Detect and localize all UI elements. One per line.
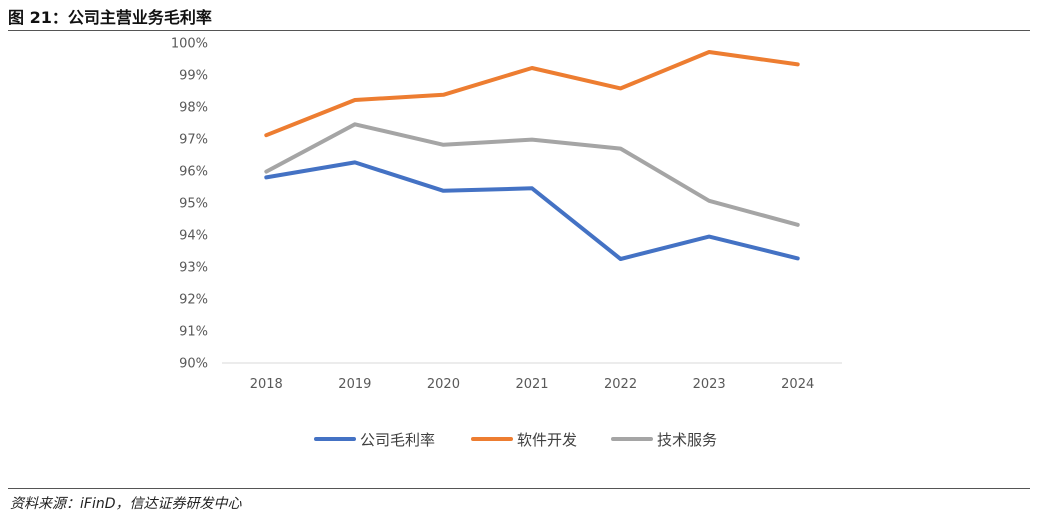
legend: 公司毛利率 软件开发 技术服务 <box>314 431 717 449</box>
series-line-2 <box>264 50 800 138</box>
y-tick-label: 97% <box>179 133 208 148</box>
y-tick-label: 96% <box>179 165 208 180</box>
y-tick-label: 90% <box>179 357 208 372</box>
y-tick-label: 94% <box>179 229 208 244</box>
series-line-3 <box>264 122 800 227</box>
legend-label: 软件开发 <box>517 431 577 449</box>
series-line-1 <box>264 160 800 261</box>
y-tick-label: 91% <box>179 325 208 340</box>
x-tick-label: 2023 <box>693 377 726 392</box>
legend-label: 公司毛利率 <box>360 431 435 449</box>
top-divider <box>8 30 1030 31</box>
x-axis-ticks: 2018 2019 2020 2021 2022 2023 2024 <box>250 377 815 392</box>
y-tick-label: 93% <box>179 261 208 276</box>
y-tick-label: 100% <box>171 37 208 52</box>
x-tick-label: 2024 <box>781 377 814 392</box>
series-lines <box>264 50 800 261</box>
x-tick-label: 2019 <box>338 377 371 392</box>
y-tick-label: 95% <box>179 197 208 212</box>
y-axis-ticks: 90% 91% 92% 93% 94% 95% 96% 97% 98% 99% 100% <box>171 37 208 372</box>
x-tick-label: 2018 <box>250 377 283 392</box>
y-tick-label: 98% <box>179 101 208 116</box>
figure-title: 图 21：公司主营业务毛利率 <box>8 8 212 27</box>
y-tick-label: 92% <box>179 293 208 308</box>
x-tick-label: 2020 <box>427 377 460 392</box>
line-chart: 90%91%92%93%94%95%96%97%98%99%100% 2018 2… <box>171 37 842 449</box>
source-note: 资料来源：iFinD，信达证券研发中心 <box>10 496 242 512</box>
y-tick-label: 99% <box>179 69 208 84</box>
x-tick-label: 2022 <box>604 377 637 392</box>
bottom-divider <box>8 488 1030 489</box>
x-tick-label: 2021 <box>515 377 548 392</box>
legend-label: 技术服务 <box>657 431 717 449</box>
